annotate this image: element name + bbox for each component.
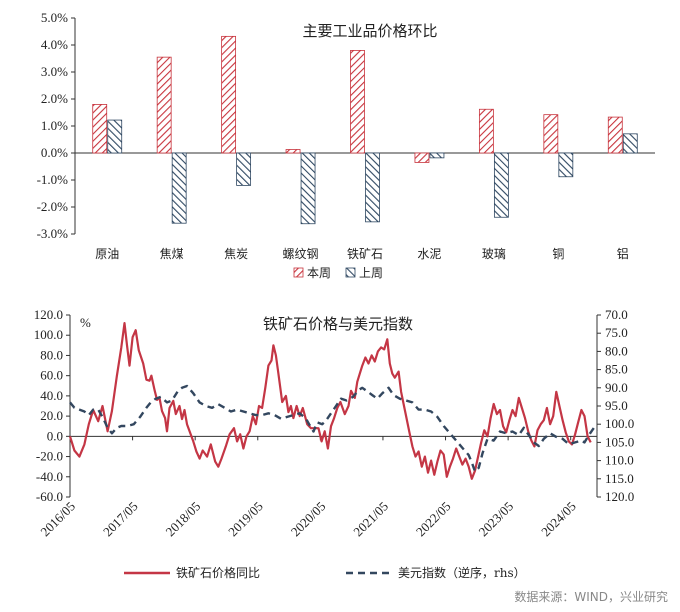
bar-this-week: [607, 116, 623, 154]
bar-y-tick-label: 4.0%: [41, 37, 68, 52]
bar-category-labels: 原油 焦煤 焦炭 螺纹钢 铁矿石 水泥 玻璃 铜 铝: [95, 246, 629, 261]
legend-label-last-week: 上周: [359, 266, 383, 280]
bar-last-week: [493, 152, 509, 218]
legend-label-dollar-index: 美元指数（逆序，rhs）: [398, 565, 526, 580]
iron-ore-yoy-line: [68, 322, 592, 480]
bar-category-label: 螺纹钢: [283, 247, 319, 261]
bar-last-week: [171, 152, 187, 224]
right-y-tick-label: 100.0: [605, 416, 634, 431]
bar-last-week: [429, 152, 445, 159]
legend-swatch-last-week: [345, 267, 356, 278]
right-y-tick-label: 115.0: [605, 471, 634, 486]
x-tick-label: 2023/05: [475, 499, 516, 540]
bar-y-axis: 5.0% 4.0% 3.0% 2.0% 1.0% 0.0% -1.0% -2.0% -3.0%: [37, 10, 655, 241]
bar-this-week: [92, 104, 108, 154]
legend-label-iron-ore-yoy: 铁矿石价格同比: [176, 565, 260, 580]
x-tick-label: 2024/05: [538, 499, 579, 540]
bar-category-label: 铁矿石: [347, 247, 383, 261]
bar-last-week: [365, 152, 380, 223]
bar-last-week: [622, 133, 638, 154]
bar-this-week: [285, 149, 301, 154]
right-y-axis: 70.0 75.0 80.0 85.0 90.0 95.0 100.0 105.0 110.0 1…: [596, 307, 634, 504]
line-chart-title: 铁矿石价格与美元指数: [263, 315, 413, 333]
legend-swatch-this-week: [293, 267, 304, 278]
left-y-tick-label: 40.0: [40, 388, 63, 403]
line-chart: 铁矿石价格与美元指数 % 120.0 100.0 80.0 60.0 40.0 20.0 0…: [34, 307, 635, 580]
bar-category-label: 玻璃: [482, 247, 506, 261]
bar-category-label: 铝: [617, 246, 629, 261]
line-series: [68, 322, 598, 480]
x-tick-label: 2021/05: [350, 499, 391, 540]
bar-last-week: [558, 152, 574, 178]
dollar-index-line: [69, 384, 598, 473]
bar-chart: 主要工业品价格环比 5.0% 4.0% 3.0% 2.0% 1.0% 0.0% -1.0% -…: [37, 10, 655, 280]
bar-y-tick-label: -3.0%: [37, 226, 69, 241]
left-y-tick-label: -60.0: [36, 489, 63, 504]
right-y-tick-label: 85.0: [605, 362, 628, 377]
left-y-axis: 120.0 100.0 80.0 60.0 40.0 20.0 0.0 -20.0 -40.0 -…: [34, 307, 71, 504]
bar-this-week: [156, 56, 172, 154]
right-y-tick-label: 70.0: [605, 307, 628, 322]
bar-category-label: 焦煤: [160, 247, 184, 261]
left-y-tick-label: -20.0: [36, 449, 63, 464]
bar-y-tick-label: 3.0%: [41, 64, 68, 79]
bar-category-label: 水泥: [417, 247, 441, 261]
left-y-tick-label: -40.0: [36, 469, 63, 484]
x-tick-label: 2016/05: [37, 499, 78, 540]
x-tick-label: 2018/05: [163, 499, 204, 540]
right-y-tick-label: 120.0: [605, 489, 634, 504]
right-y-tick-label: 90.0: [605, 380, 628, 395]
source-note: 数据来源：WIND，兴业研究: [514, 589, 668, 604]
left-y-tick-label: 80.0: [40, 347, 63, 362]
x-tick-label: 2022/05: [413, 499, 454, 540]
left-y-tick-label: 20.0: [40, 408, 63, 423]
left-y-tick-label: 60.0: [40, 368, 63, 383]
left-y-tick-label: 0.0: [47, 428, 63, 443]
right-y-tick-label: 105.0: [605, 434, 634, 449]
x-axis: 2016/05 2017/05 2018/05 2019/05 2020/05 2021/…: [37, 435, 597, 540]
bar-y-tick-label: -2.0%: [37, 199, 69, 214]
bar-category-label: 原油: [95, 247, 119, 261]
legend-label-this-week: 本周: [307, 266, 331, 280]
bar-this-week: [543, 114, 559, 154]
right-y-tick-label: 95.0: [605, 398, 628, 413]
right-y-tick-label: 110.0: [605, 453, 634, 468]
bar-category-label: 焦炭: [224, 247, 248, 261]
bar-this-week: [478, 108, 494, 154]
x-tick-label: 2019/05: [225, 499, 266, 540]
left-axis-unit: %: [80, 315, 91, 330]
bar-last-week: [236, 152, 252, 186]
bar-y-tick-label: 2.0%: [41, 91, 68, 106]
line-legend: 铁矿石价格同比 美元指数（逆序，rhs）: [124, 565, 526, 580]
bar-this-week: [221, 35, 237, 154]
bar-category-label: 铜: [552, 246, 564, 261]
bar-last-week: [300, 152, 316, 225]
bar-y-tick-label: -1.0%: [37, 172, 69, 187]
bar-this-week: [350, 50, 365, 154]
bar-y-tick-label: 0.0%: [41, 145, 68, 160]
bar-y-tick-label: 5.0%: [41, 10, 68, 25]
bar-marks: [92, 35, 638, 225]
x-tick-label: 2020/05: [288, 499, 329, 540]
right-y-tick-label: 75.0: [605, 325, 628, 340]
bar-this-week: [414, 152, 430, 163]
bar-last-week: [107, 119, 123, 154]
bar-legend: 本周 上周: [293, 266, 383, 280]
bar-y-tick-label: 1.0%: [41, 118, 68, 133]
x-tick-label: 2017/05: [100, 499, 141, 540]
left-y-tick-label: 100.0: [34, 327, 63, 342]
left-y-tick-label: 120.0: [34, 307, 63, 322]
bar-chart-title: 主要工业品价格环比: [302, 22, 437, 40]
right-y-tick-label: 80.0: [605, 343, 628, 358]
